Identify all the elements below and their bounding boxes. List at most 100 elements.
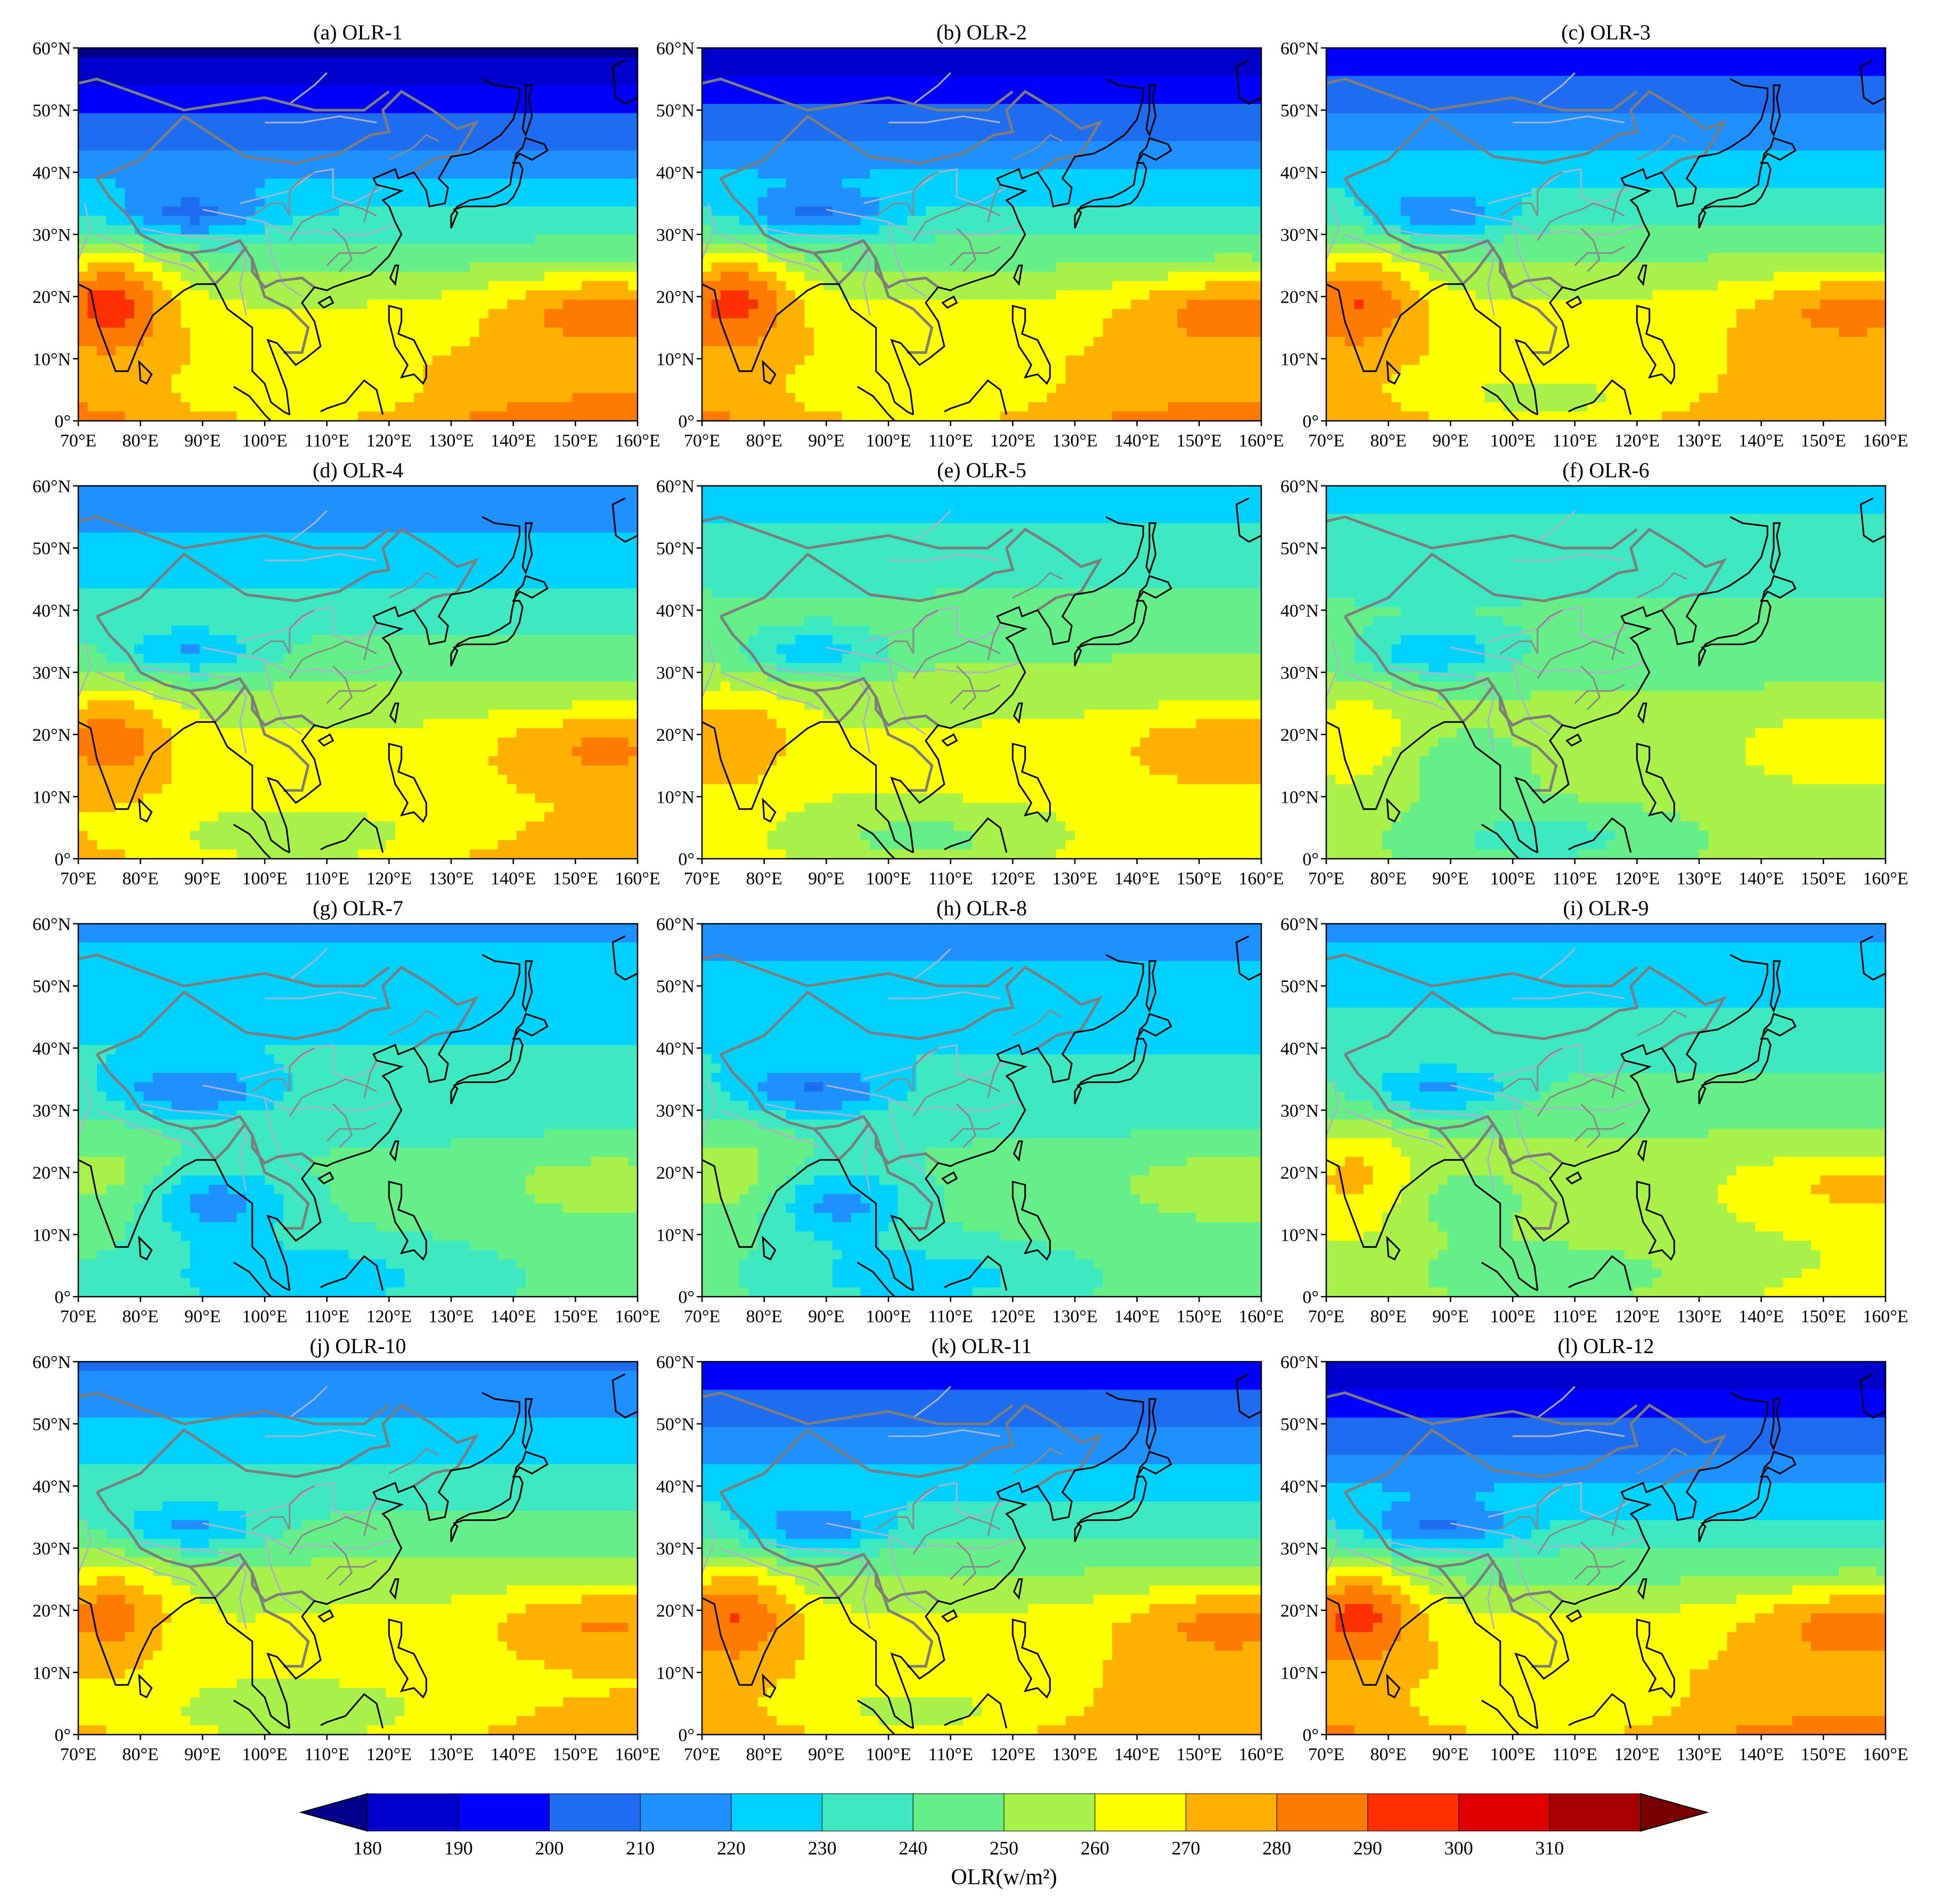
field-cell	[1168, 393, 1178, 403]
field-cell	[488, 393, 499, 403]
field-cell	[348, 262, 358, 272]
field-cell	[1131, 393, 1141, 403]
field-cell	[907, 374, 917, 384]
field-cell	[553, 160, 564, 170]
field-cell	[879, 113, 889, 123]
field-cell	[386, 178, 396, 189]
field-cell	[739, 104, 749, 114]
field-cell	[97, 355, 107, 365]
field-cell	[702, 393, 712, 403]
field-cell	[721, 150, 731, 160]
field-cell	[348, 123, 358, 133]
field-cell	[777, 402, 787, 412]
field-cell	[982, 188, 992, 198]
field-cell	[1028, 281, 1038, 291]
field-cell	[628, 365, 638, 375]
field-cell	[1084, 365, 1094, 375]
field-cell	[1243, 113, 1253, 123]
field-cell	[125, 57, 135, 67]
field-cell	[609, 290, 619, 300]
field-cell	[321, 178, 331, 189]
field-cell	[1252, 141, 1261, 151]
field-cell	[767, 132, 777, 142]
field-cell	[143, 243, 153, 254]
field-cell	[516, 243, 526, 254]
field-cell	[953, 309, 964, 319]
field-cell	[488, 160, 499, 170]
field-cell	[777, 169, 787, 179]
field-cell	[1177, 225, 1187, 235]
field-cell	[628, 411, 638, 421]
field-cell	[1158, 281, 1169, 291]
field-cell	[311, 94, 321, 104]
field-cell	[116, 393, 126, 403]
field-cell	[926, 346, 936, 356]
field-cell	[1168, 299, 1178, 310]
map-panel: 70°E 80°E 90°E 100°E 110°E 120°E 130°E 140°E 150…	[656, 20, 1284, 451]
field-cell	[395, 355, 405, 365]
field-cell	[1065, 272, 1075, 282]
field-cell	[358, 225, 368, 235]
field-cell	[162, 355, 172, 365]
field-cell	[748, 365, 758, 375]
field-cell	[1774, 48, 1784, 58]
coastline	[266, 78, 520, 415]
field-cell	[982, 234, 992, 245]
field-cell	[87, 365, 97, 375]
field-cell	[1205, 290, 1215, 300]
field-cell	[777, 290, 787, 300]
field-cell	[377, 384, 387, 394]
field-cell	[851, 67, 861, 77]
field-cell	[563, 411, 573, 421]
field-cell	[1084, 309, 1094, 319]
field-cell	[433, 299, 443, 310]
field-cell	[358, 57, 368, 67]
field-cell	[1094, 318, 1104, 328]
field-cell	[479, 234, 489, 245]
field-cell	[423, 123, 433, 133]
field-cell	[842, 384, 852, 394]
field-cell	[1009, 393, 1019, 403]
field-cell	[991, 346, 1001, 356]
field-cell	[1243, 169, 1253, 179]
field-cell	[97, 150, 107, 160]
field-cell	[1252, 272, 1261, 282]
field-cell	[358, 234, 368, 245]
field-cell	[116, 262, 126, 272]
field-cell	[1000, 234, 1010, 245]
field-cell	[907, 365, 917, 375]
field-cell	[935, 393, 945, 403]
field-cell	[1243, 104, 1253, 114]
field-cell	[721, 48, 731, 58]
field-cell	[721, 57, 731, 67]
field-cell	[292, 262, 303, 272]
field-cell	[953, 123, 964, 133]
field-cell	[1065, 393, 1075, 403]
field-cell	[879, 328, 889, 338]
field-cell	[218, 402, 228, 412]
field-cell	[860, 141, 870, 151]
field-cell	[842, 262, 852, 272]
field-cell	[106, 150, 116, 160]
field-cell	[1177, 169, 1187, 179]
field-cell	[97, 411, 107, 421]
field-cell	[460, 57, 470, 67]
field-cell	[804, 123, 814, 133]
field-cell	[377, 355, 387, 365]
field-cell	[1243, 57, 1253, 67]
field-cell	[944, 94, 954, 104]
field-cell	[628, 272, 638, 282]
field-cell	[1019, 281, 1029, 291]
field-cell	[609, 234, 619, 245]
field-cell	[1065, 76, 1075, 86]
field-cell	[470, 178, 480, 189]
field-cell	[78, 67, 88, 77]
field-cell	[143, 355, 153, 365]
field-cell	[1214, 328, 1225, 338]
field-cell	[711, 67, 721, 77]
field-cell	[311, 262, 321, 272]
field-cell	[767, 48, 777, 58]
field-cell	[935, 384, 945, 394]
field-cell	[321, 411, 331, 421]
field-cell	[1168, 281, 1178, 291]
